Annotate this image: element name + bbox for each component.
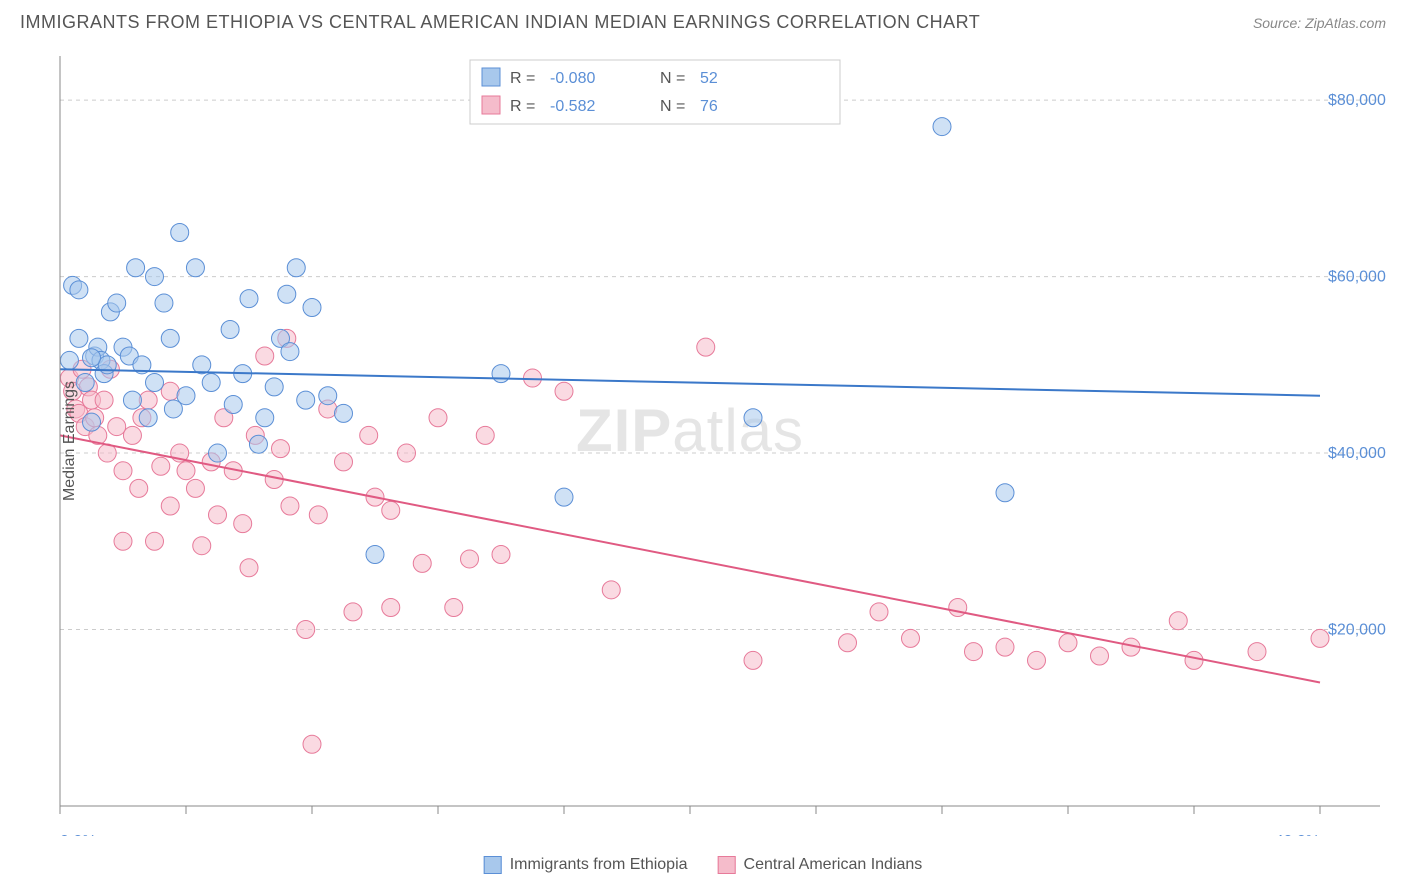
legend-label-central-american: Central American Indians [744,856,923,873]
svg-text:N =: N = [660,98,685,115]
chart-area: Median Earnings ZIPatlas 0.0% 40.0% $20,000… [50,46,1386,836]
legend-item-ethiopia: Immigrants from Ethiopia [484,856,688,874]
svg-text:52: 52 [700,70,718,87]
svg-text:$80,000: $80,000 [1328,92,1386,109]
svg-text:ZIPatlas: ZIPatlas [576,397,804,464]
legend-swatch-pink [718,856,736,874]
svg-text:-0.080: -0.080 [550,70,595,87]
scatter-chart: ZIPatlas 0.0% 40.0% $20,000 $40,000 $60,000 $8… [50,46,1386,836]
chart-title: IMMIGRANTS FROM ETHIOPIA VS CENTRAL AMER… [20,12,980,33]
svg-text:R =: R = [510,70,535,87]
legend-item-central-american: Central American Indians [718,856,923,874]
svg-text:0.0%: 0.0% [60,833,96,836]
svg-text:-0.582: -0.582 [550,98,595,115]
bottom-legend: Immigrants from Ethiopia Central America… [484,856,923,874]
svg-text:40.0%: 40.0% [1275,833,1320,836]
y-axis-label: Median Earnings [61,381,79,501]
svg-text:N =: N = [660,70,685,87]
svg-text:$20,000: $20,000 [1328,622,1386,639]
svg-text:$40,000: $40,000 [1328,445,1386,462]
svg-text:R =: R = [510,98,535,115]
legend-swatch-blue [484,856,502,874]
chart-source: Source: ZipAtlas.com [1253,15,1386,31]
svg-text:76: 76 [700,98,718,115]
svg-text:$60,000: $60,000 [1328,269,1386,286]
legend-label-ethiopia: Immigrants from Ethiopia [510,856,688,873]
